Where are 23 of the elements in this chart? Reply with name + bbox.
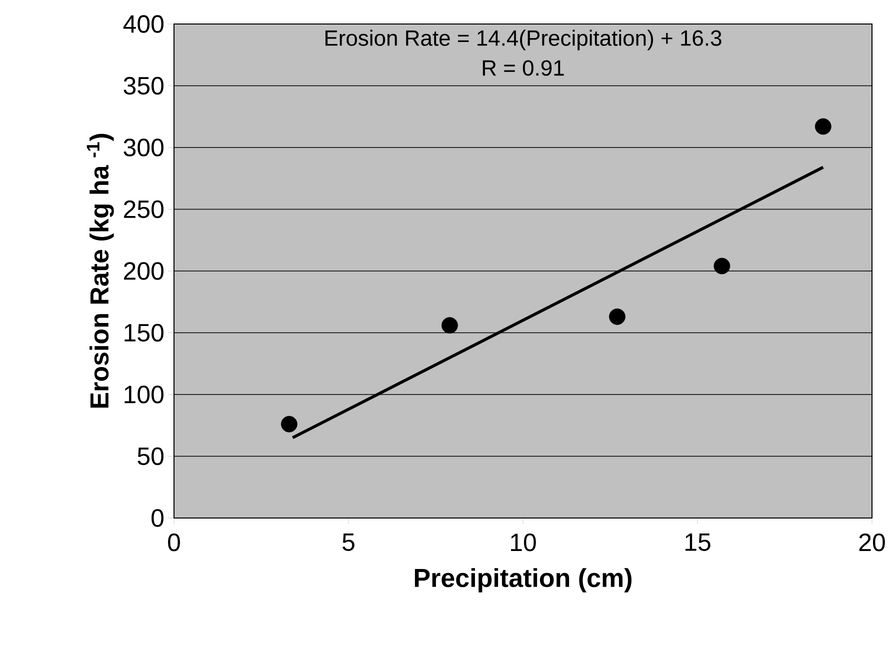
y-tick-label: 150 — [124, 324, 164, 342]
x-tick-label: 15 — [685, 534, 710, 551]
point — [280, 416, 298, 432]
x-axis-title: Precipitation (cm) — [414, 568, 632, 592]
point — [714, 258, 730, 274]
y-tick-label: 400 — [123, 15, 164, 33]
y-axis-title: Erosion Rate (kg ha $^{-1}$) — [86, 134, 114, 408]
point — [814, 118, 832, 135]
y-tick-label: 350 — [124, 76, 164, 95]
y-tick-label: 200 — [124, 262, 164, 280]
x-tick-label: 10 — [510, 534, 536, 552]
y-tick-label: 250 — [124, 200, 164, 218]
point — [609, 308, 626, 325]
annotation: R = 0.91 — [482, 60, 564, 76]
y-tick-label: 0 — [152, 509, 164, 527]
y-tick-label: 300 — [124, 138, 164, 156]
point — [442, 317, 458, 334]
annotation: Erosion Rate = 14.4(Precipitation) + 16.3 — [325, 30, 722, 50]
x-tick-label: 20 — [859, 534, 885, 552]
y-tick-label: 100 — [124, 386, 164, 404]
y-tick-label: 50 — [138, 447, 164, 466]
x-tick-label: 0 — [168, 534, 180, 552]
x-tick-label: 5 — [342, 534, 354, 551]
